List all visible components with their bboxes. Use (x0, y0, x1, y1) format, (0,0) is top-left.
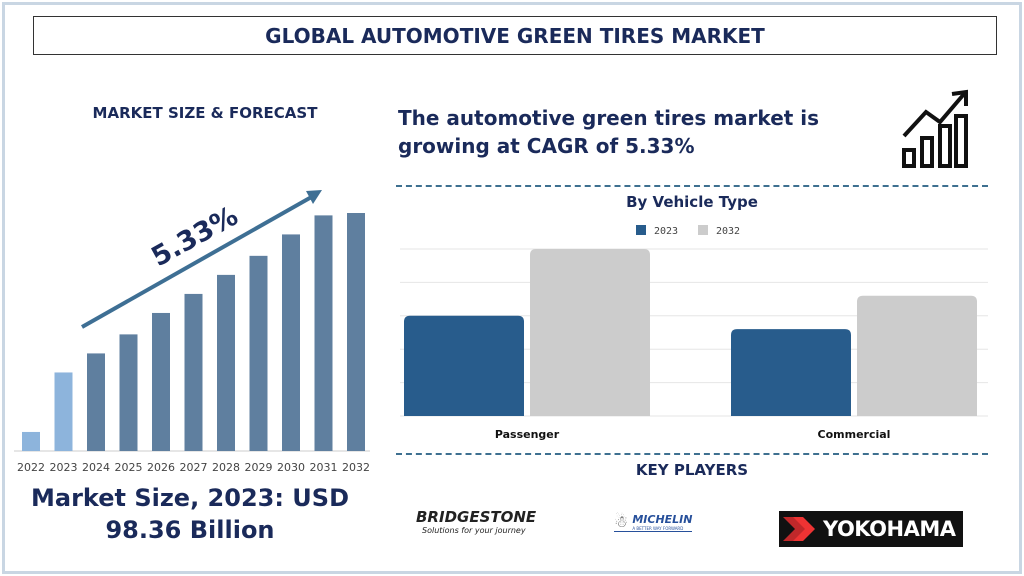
bar-2023 (54, 372, 73, 451)
bridgestone-logo: BRIDGESTONE Solutions for your journey (416, 508, 537, 535)
bar-2031 (314, 215, 333, 451)
bar-commercial-2032 (857, 295, 977, 416)
page-title: GLOBAL AUTOMOTIVE GREEN TIRES MARKET (33, 16, 997, 55)
category-label: Passenger (495, 428, 560, 441)
bar-commercial-2023 (731, 329, 851, 416)
bar-passenger-2023 (404, 315, 524, 416)
tick-label: 2032 (342, 461, 370, 474)
market-section-title: MARKET SIZE & FORECAST (92, 104, 318, 122)
michelin-logo: ☃ MICHELIN A BETTER WAY FORWARD (614, 512, 693, 532)
tick-label: 2026 (147, 461, 175, 474)
tick-label: 2024 (82, 461, 110, 474)
headline: The automotive green tires market is gro… (398, 106, 820, 158)
tick-label: 2028 (212, 461, 240, 474)
bar-2022 (22, 431, 40, 451)
bar-2026 (152, 312, 170, 451)
yokohama-logo: YOKOHAMA (779, 511, 963, 547)
tick-label: 2023 (50, 461, 78, 474)
bar-2030 (282, 234, 300, 451)
bar-2032 (347, 213, 365, 451)
legend-label: 2032 (716, 226, 740, 237)
bar-2028 (217, 274, 235, 451)
tick-label: 2031 (310, 461, 338, 474)
market-size-text: Market Size, 2023: USD 98.36 Billion (30, 484, 349, 544)
category-label: Commercial (818, 428, 891, 441)
legend-label: 2023 (654, 226, 678, 237)
arrow-head (306, 190, 322, 204)
tick-label: 2027 (180, 461, 208, 474)
yokohama-mark-icon (783, 517, 815, 541)
tick-label: 2022 (17, 461, 45, 474)
bar-2025 (119, 334, 138, 451)
key-players-title: KEY PLAYERS (635, 461, 749, 479)
growth-chart-arrow-icon (902, 89, 968, 168)
divider (396, 185, 988, 187)
trend-arrow (81, 193, 316, 329)
bar-2027 (184, 293, 203, 451)
bar-2024 (87, 353, 105, 451)
bar-passenger-2032 (530, 249, 650, 416)
market-forecast-chart: 2022 2023 2024 2025 2026 2027 2028 2029 2030 2031… (14, 190, 370, 474)
tick-label: 2030 (277, 461, 305, 474)
bibendum-icon: ☃ (614, 512, 629, 531)
bar-2029 (249, 255, 268, 451)
divider (396, 453, 988, 455)
vehicle-type-chart: 2023 2032 Passenger Commercial (400, 225, 988, 441)
vehicle-section-title: By Vehicle Type (626, 193, 758, 211)
legend-swatch (698, 225, 708, 235)
tick-label: 2029 (245, 461, 273, 474)
tick-label: 2025 (115, 461, 143, 474)
legend-swatch (636, 225, 646, 235)
